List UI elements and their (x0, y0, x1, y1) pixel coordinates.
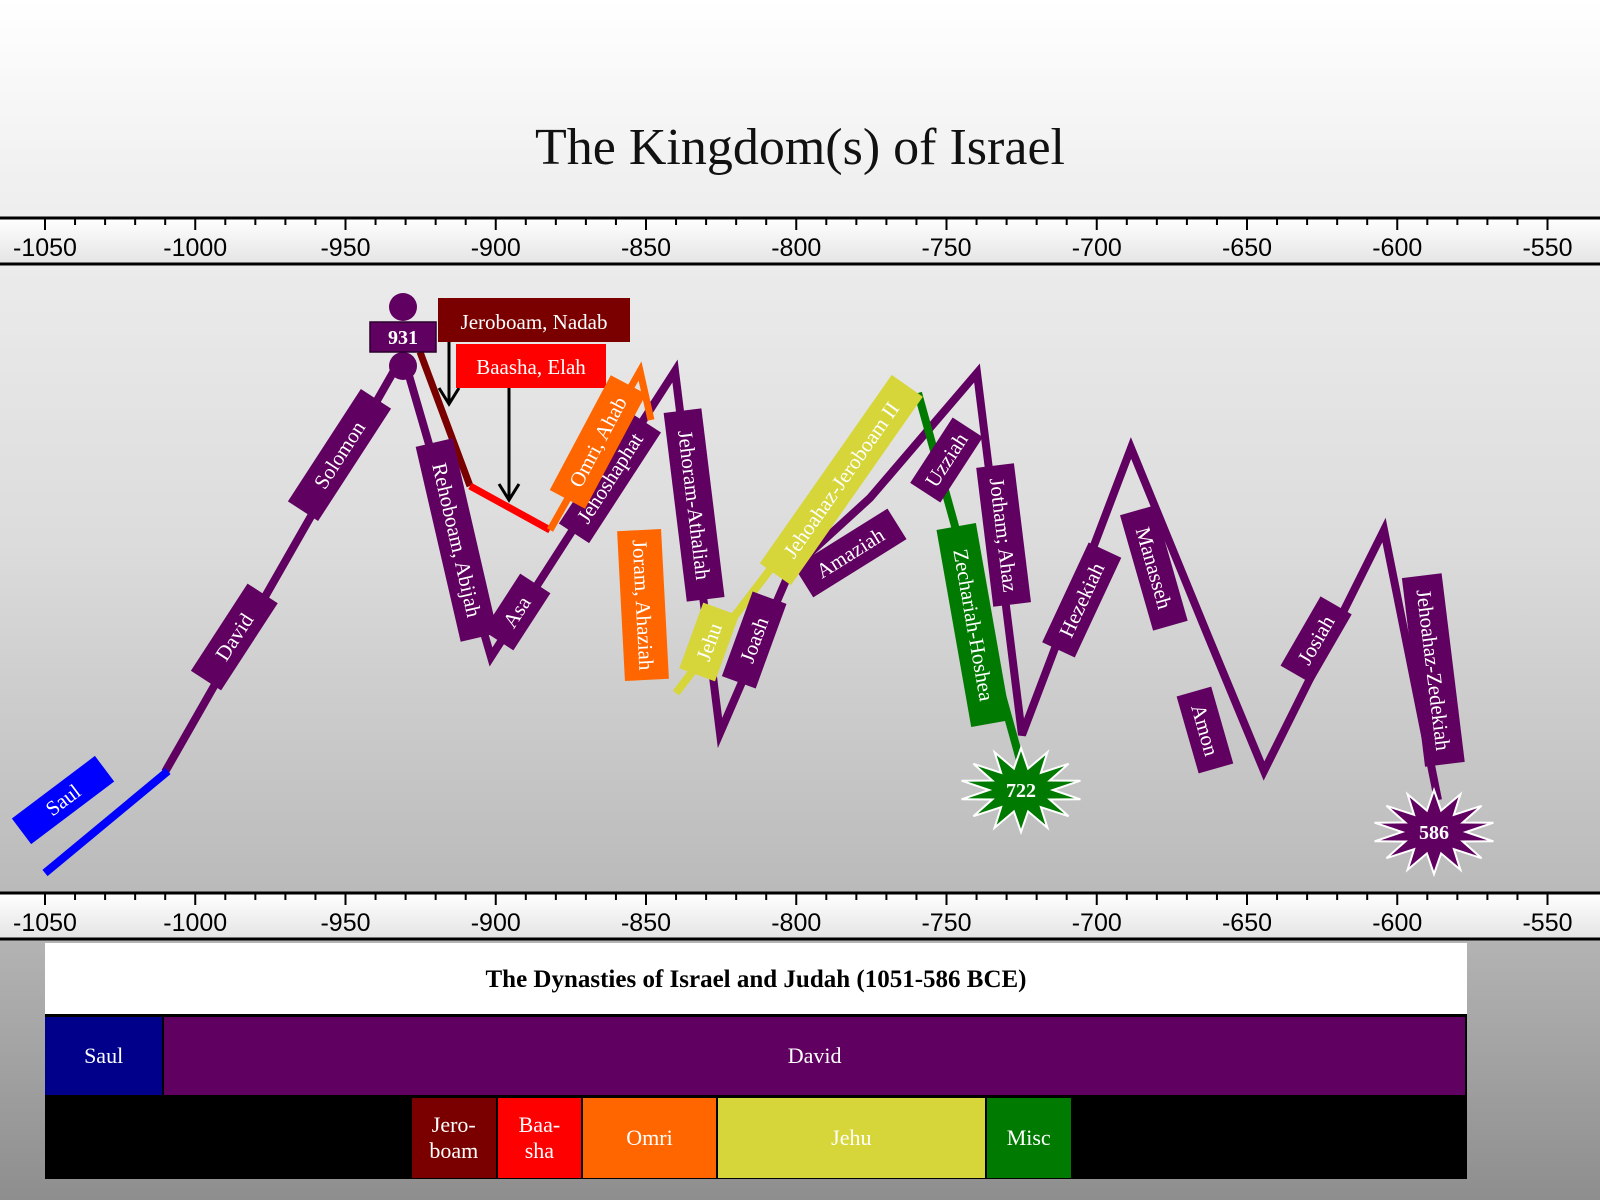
axis-tick-label: -800 (771, 234, 821, 262)
arrow-baasha-head (497, 483, 521, 503)
reign-label: Jotham; Ahaz (976, 463, 1031, 607)
reign-label-box (794, 508, 907, 598)
reign-label: Rehoboam, Abijah (415, 438, 498, 642)
axis-tick-label: -950 (320, 234, 370, 262)
baasha-elah-label: Baasha, Elah (476, 355, 586, 379)
reign-label-box (910, 417, 983, 503)
axis-tick-label: -600 (1372, 909, 1422, 937)
jeroboam-nadab-box (438, 298, 630, 342)
bottom-year-axis: -1050 -1000 -950 -900 -850 -800 -750 -700 -650 -6… (0, 891, 1600, 941)
reign-label: Josiah (1280, 596, 1352, 684)
axis-tick-label: -1000 (163, 234, 227, 262)
judah-fall-label: 586 (1419, 822, 1449, 844)
reign-label: Solomon (287, 389, 392, 521)
dynasty-segment-label: Jero- boam (429, 1112, 479, 1163)
axis-tick-label: -600 (1372, 234, 1422, 262)
israel-fall-label: 722 (1006, 780, 1036, 802)
reign-label-box (1120, 505, 1188, 631)
dynasties-title: The Dynasties of Israel and Judah (1051-… (45, 943, 1467, 1016)
axis-tick-label: -550 (1522, 234, 1572, 262)
reign-label: Jehu (679, 602, 739, 682)
axis-tick-label: -900 (471, 234, 521, 262)
axis-tick-label: -900 (471, 909, 521, 937)
reign-label-box (11, 755, 115, 845)
reign-label: Joash (721, 591, 787, 689)
reign-label: Joram, Ahaziah (617, 528, 669, 682)
axis-tick-label: -750 (921, 234, 971, 262)
reign-label-box (976, 463, 1031, 607)
dynasty-segment: David (164, 1017, 1467, 1095)
arrow-jeroboam-head (437, 387, 461, 407)
reign-label-box (936, 523, 1011, 727)
dynasty-segment-label: Misc (1006, 1125, 1051, 1150)
axis-tick-label: -750 (921, 909, 971, 937)
dynasty-segment: Jehu (717, 1098, 987, 1178)
dynasty-segment-label: Baa- sha (518, 1112, 561, 1163)
timeline-diagram: -1050 -1000 -950 -900 -850 -800 -750 -700 -650 -6… (0, 216, 1600, 941)
reign-label: David (190, 583, 278, 691)
reign-label-box (1176, 686, 1234, 774)
axis-tick-label: -1050 (13, 909, 77, 937)
split-marker-label: 931 (388, 327, 418, 349)
axis-tick-label: -850 (621, 234, 671, 262)
top-year-axis: -1050 -1000 -950 -900 -850 -800 -750 -700 -650 -6… (0, 216, 1600, 266)
axis-tick-label: -1000 (163, 909, 227, 937)
axis-tick-label: -850 (621, 909, 671, 937)
jeroboam-line (416, 350, 474, 488)
page-title: The Kingdom(s) of Israel (535, 119, 1065, 176)
split-marker-bottom-circle (389, 352, 417, 380)
reign-label-box (483, 573, 551, 651)
reign-label-box (415, 438, 498, 642)
reign-label-box (549, 375, 647, 509)
dynasty-segment: Saul (45, 1017, 165, 1095)
reign-label-box (1042, 542, 1122, 658)
saul-line (42, 767, 171, 877)
jeroboam-nadab-label: Jeroboam, Nadab (461, 310, 608, 334)
axis-tick-label: -550 (1522, 909, 1572, 937)
dynasties-table: The Dynasties of Israel and Judah (1051-… (45, 943, 1467, 1179)
dynasty-segment: Jero- boam (411, 1098, 498, 1178)
reign-label-box (759, 374, 923, 586)
axis-tick-label: -650 (1222, 234, 1272, 262)
dynasty-segment: Misc (986, 1098, 1073, 1178)
dynasty-segment: Omri (583, 1098, 718, 1178)
dynasty-segment: Baa- sha (497, 1098, 584, 1178)
baasha-line (468, 482, 552, 534)
reign-label-box (1280, 596, 1352, 684)
reign-label-box (558, 412, 661, 544)
axis-tick-label: -950 (320, 909, 370, 937)
axis-tick-label: -800 (771, 909, 821, 937)
reign-label-box (663, 408, 725, 602)
axis-tick-label: -1050 (13, 234, 77, 262)
reign-label: Jehoram-Athaliah (663, 408, 725, 602)
axis-tick-label: -700 (1072, 234, 1122, 262)
reign-label-box (190, 583, 278, 691)
israel-fall-star (961, 744, 1081, 836)
reign-label-box (287, 389, 392, 521)
dynasty-segment-label: Omri (626, 1125, 673, 1150)
reign-label: Hezekiah (1042, 542, 1122, 658)
axis-tick-label: -650 (1222, 909, 1272, 937)
split-marker-box (369, 321, 437, 353)
reign-label-box (679, 602, 739, 682)
baasha-elah-box (456, 344, 606, 388)
judah-fall-star (1374, 786, 1494, 878)
dynasty-segment-label: Jehu (831, 1125, 872, 1150)
reign-label: Uzziah (910, 417, 983, 503)
reign-label-box (1401, 573, 1465, 767)
dynasty-segment-label: Saul (84, 1043, 124, 1068)
reign-label-box (617, 528, 669, 682)
axis-tick-label: -700 (1072, 909, 1122, 937)
dynasty-segment-label: David (787, 1043, 842, 1068)
reign-label: Amon (1176, 686, 1234, 774)
reign-label-box (721, 591, 787, 689)
split-marker-top-circle (389, 293, 417, 321)
